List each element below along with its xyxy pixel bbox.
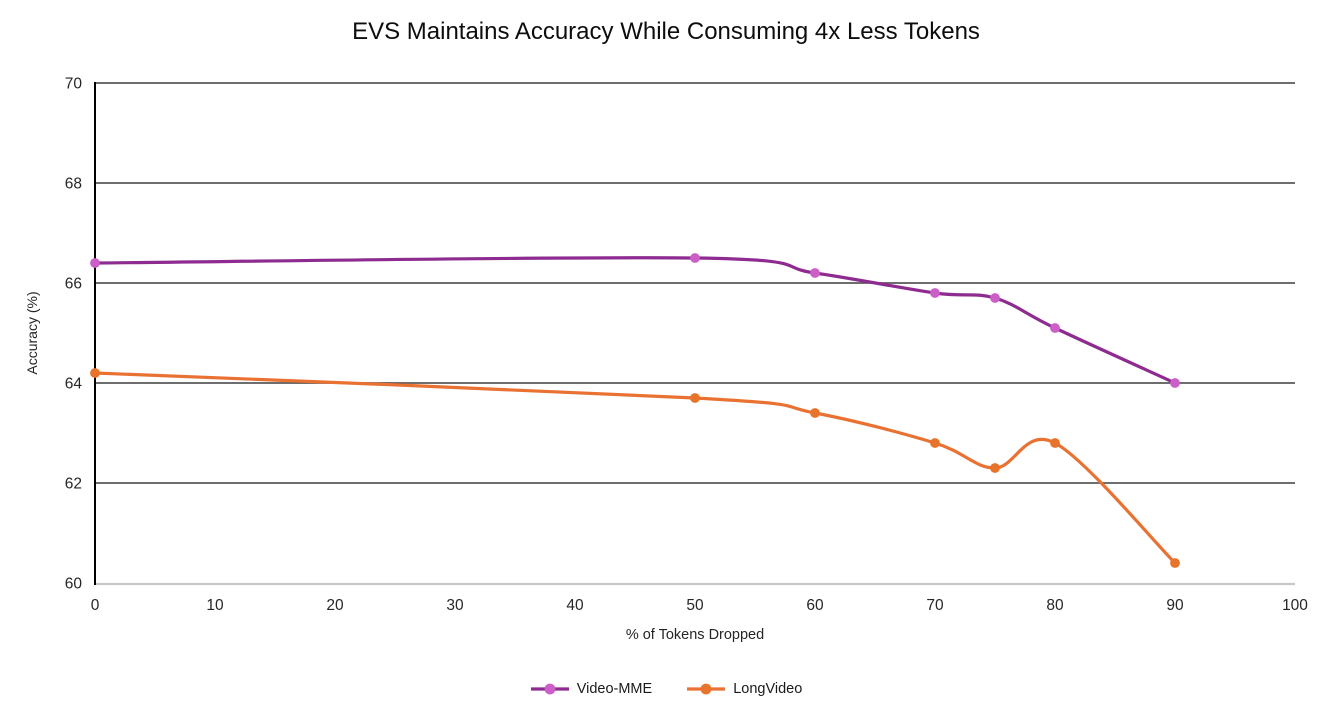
longvideo-swatch-icon: [687, 683, 726, 695]
x-axis-title: % of Tokens Dropped: [625, 627, 765, 643]
data-point-video-mme-x75: [990, 293, 1000, 303]
y-tick-label-68: 68: [65, 176, 82, 193]
chart-title: EVS Maintains Accuracy While Consuming 4…: [352, 18, 980, 45]
data-point-video-mme-x80: [1050, 323, 1060, 333]
y-axis-title: Accuracy (%): [24, 291, 40, 375]
data-point-video-mme-x60: [810, 268, 820, 278]
swatch-marker: [700, 683, 712, 695]
x-tick-label-90: 90: [1166, 597, 1184, 614]
data-point-longvideo-x70: [930, 438, 940, 448]
video-mme-swatch-icon: [530, 683, 569, 695]
legend: Video-MME LongVideo: [0, 681, 1332, 697]
x-tick-label-30: 30: [446, 597, 464, 614]
y-tick-label-70: 70: [65, 76, 83, 93]
x-tick-label-50: 50: [686, 597, 704, 614]
data-point-longvideo-x50: [690, 393, 700, 403]
x-tick-label-80: 80: [1046, 597, 1064, 614]
y-tick-label-62: 62: [65, 476, 82, 493]
data-point-longvideo-x90: [1170, 558, 1180, 568]
y-tick-label-60: 60: [65, 576, 83, 593]
legend-item-longvideo: LongVideo: [686, 681, 802, 697]
x-tick-label-0: 0: [91, 597, 100, 614]
series-line-longvideo: [93, 371, 1177, 565]
y-tick-label-64: 64: [65, 376, 83, 393]
series-line-video-mme: [93, 256, 1177, 385]
data-point-longvideo-x0: [90, 368, 100, 378]
data-point-longvideo-x60: [810, 408, 820, 418]
data-point-longvideo-x75: [990, 463, 1000, 473]
x-tick-label-100: 100: [1282, 597, 1308, 614]
swatch-marker: [544, 683, 556, 695]
data-point-video-mme-x50: [690, 253, 700, 263]
legend-item-video-mme: Video-MME: [530, 681, 652, 697]
data-point-video-mme-x70: [930, 288, 940, 298]
x-tick-label-20: 20: [326, 597, 344, 614]
x-tick-label-60: 60: [806, 597, 824, 614]
legend-label-longvideo: LongVideo: [733, 681, 803, 697]
x-tick-label-70: 70: [926, 597, 944, 614]
data-point-video-mme-x0: [90, 258, 100, 268]
legend-label-video-mme: Video-MME: [576, 681, 653, 697]
x-tick-label-10: 10: [206, 597, 224, 614]
data-point-video-mme-x90: [1170, 378, 1180, 388]
x-tick-label-40: 40: [566, 597, 584, 614]
y-tick-label-66: 66: [65, 276, 82, 293]
data-point-longvideo-x80: [1050, 438, 1060, 448]
